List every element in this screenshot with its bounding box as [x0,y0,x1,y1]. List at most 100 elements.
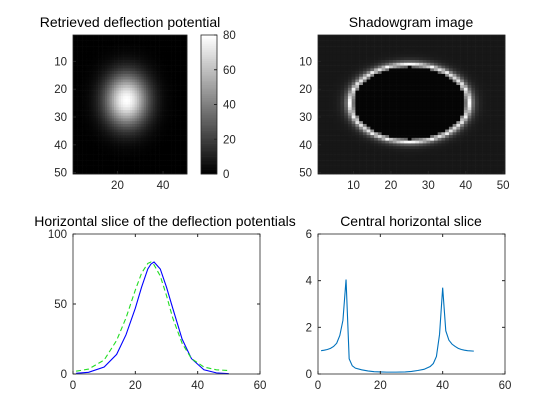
heatmap-cell [125,73,129,77]
shadowgram-cell [418,160,424,164]
heatmap-cell [79,151,83,155]
heatmap-cell [109,76,113,80]
heatmap-cell [93,162,97,166]
heatmap-cell [168,110,172,114]
shadowgram-cell [355,129,360,133]
heatmap-cell [111,107,115,111]
shadowgram-cell [490,87,495,91]
heatmap-cell [148,112,151,116]
heatmap-cell [155,129,158,133]
heatmap-cell [100,112,103,116]
shadowgram-cell [422,126,427,130]
heatmap-cell [98,112,101,116]
heatmap-cell [82,101,85,105]
shadowgram-cell [415,121,420,125]
heatmap-cell [95,143,99,147]
shadowgram-cell [347,135,352,139]
shadowgram-cell [321,146,326,150]
heatmap-cell [107,162,110,166]
heatmap-cell [145,46,149,50]
shadowgram-cell [347,93,352,97]
heatmap-cell [145,76,149,80]
shadowgram-cell [340,110,345,114]
shadowgram-cell [433,82,438,86]
heatmap-cell [130,96,133,100]
heatmap-cell [82,90,85,94]
heatmap-cell [127,82,131,86]
shadowgram-cell [340,98,345,103]
shadowgram-cell [463,93,468,97]
heatmap-cell [173,160,176,164]
shadowgram-cell [452,76,457,80]
heatmap-cell [159,87,163,91]
shadowgram-cell [381,112,386,116]
heatmap-cell [107,115,110,119]
heatmap-cell [132,101,135,105]
heatmap-cell [95,104,99,108]
heatmap-cell [118,87,122,91]
shadowgram-cell [389,140,394,144]
heatmap-cell [95,93,99,97]
heatmap-cell [184,62,188,66]
heatmap-cell [98,54,101,58]
heatmap-cell [98,168,101,172]
heatmap-cell [127,51,131,55]
shadowgram-cell [445,82,450,86]
heatmap-cell [145,71,149,75]
shadowgram-cell [370,79,375,83]
shadowgram-cell [422,104,427,108]
shadowgram-cell [321,76,326,80]
heatmap-cell [164,73,167,77]
shadowgram-cell [411,93,416,97]
shadowgram-cell [460,93,465,97]
heatmap-cell [127,60,131,64]
shadowgram-cell [332,82,337,86]
heatmap-cell [173,85,176,89]
shadowgram-cell [370,96,375,100]
shadowgram-cell [430,82,435,86]
shadowgram-cell [318,157,323,161]
shadowgram-cell [418,87,424,91]
shadowgram-cell [478,71,483,75]
shadowgram-cell [321,110,326,114]
shadowgram-cell [370,143,375,147]
shadowgram-cell [374,101,379,105]
shadowgram-cell [415,115,420,119]
shadowgram-cell [381,121,386,125]
heatmap-cell [155,51,158,55]
heatmap-cell [123,48,126,52]
shadowgram-cell [385,115,390,119]
heatmap-cell [152,129,156,133]
heatmap-cell [127,62,131,66]
shadowgram-cell [501,46,506,50]
heatmap-cell [77,71,81,75]
shadowgram-cell [351,129,356,133]
heatmap-cell [184,35,188,39]
heatmap-cell [143,123,147,128]
heatmap-cell [88,135,92,139]
shadowgram-cell [385,121,390,125]
shadowgram-cell [426,126,431,130]
shadowgram-cell [452,154,457,158]
heatmap-cell [143,157,147,161]
shadowgram-cell [392,62,397,66]
shadowgram-cell [433,68,438,72]
heatmap-cell [141,51,144,55]
heatmap-cell [73,48,76,52]
shadowgram-cell [445,93,450,97]
shadowgram-cell [456,46,461,50]
heatmap-cell [88,90,92,94]
heatmap-cell [184,135,188,139]
heatmap-cell [116,154,119,158]
shadowgram-cell [460,60,465,64]
shadowgram-cell [486,40,491,44]
shadowgram-cell [441,160,446,164]
heatmap-cell [107,43,110,47]
shadowgram-cell [490,121,495,125]
heatmap-cell [84,48,87,52]
heatmap-cell [150,110,154,114]
heatmap-cell [116,165,119,169]
shadowgram-cell [497,101,502,105]
shadowgram-cell [332,57,337,61]
shadowgram-cell [325,146,330,150]
